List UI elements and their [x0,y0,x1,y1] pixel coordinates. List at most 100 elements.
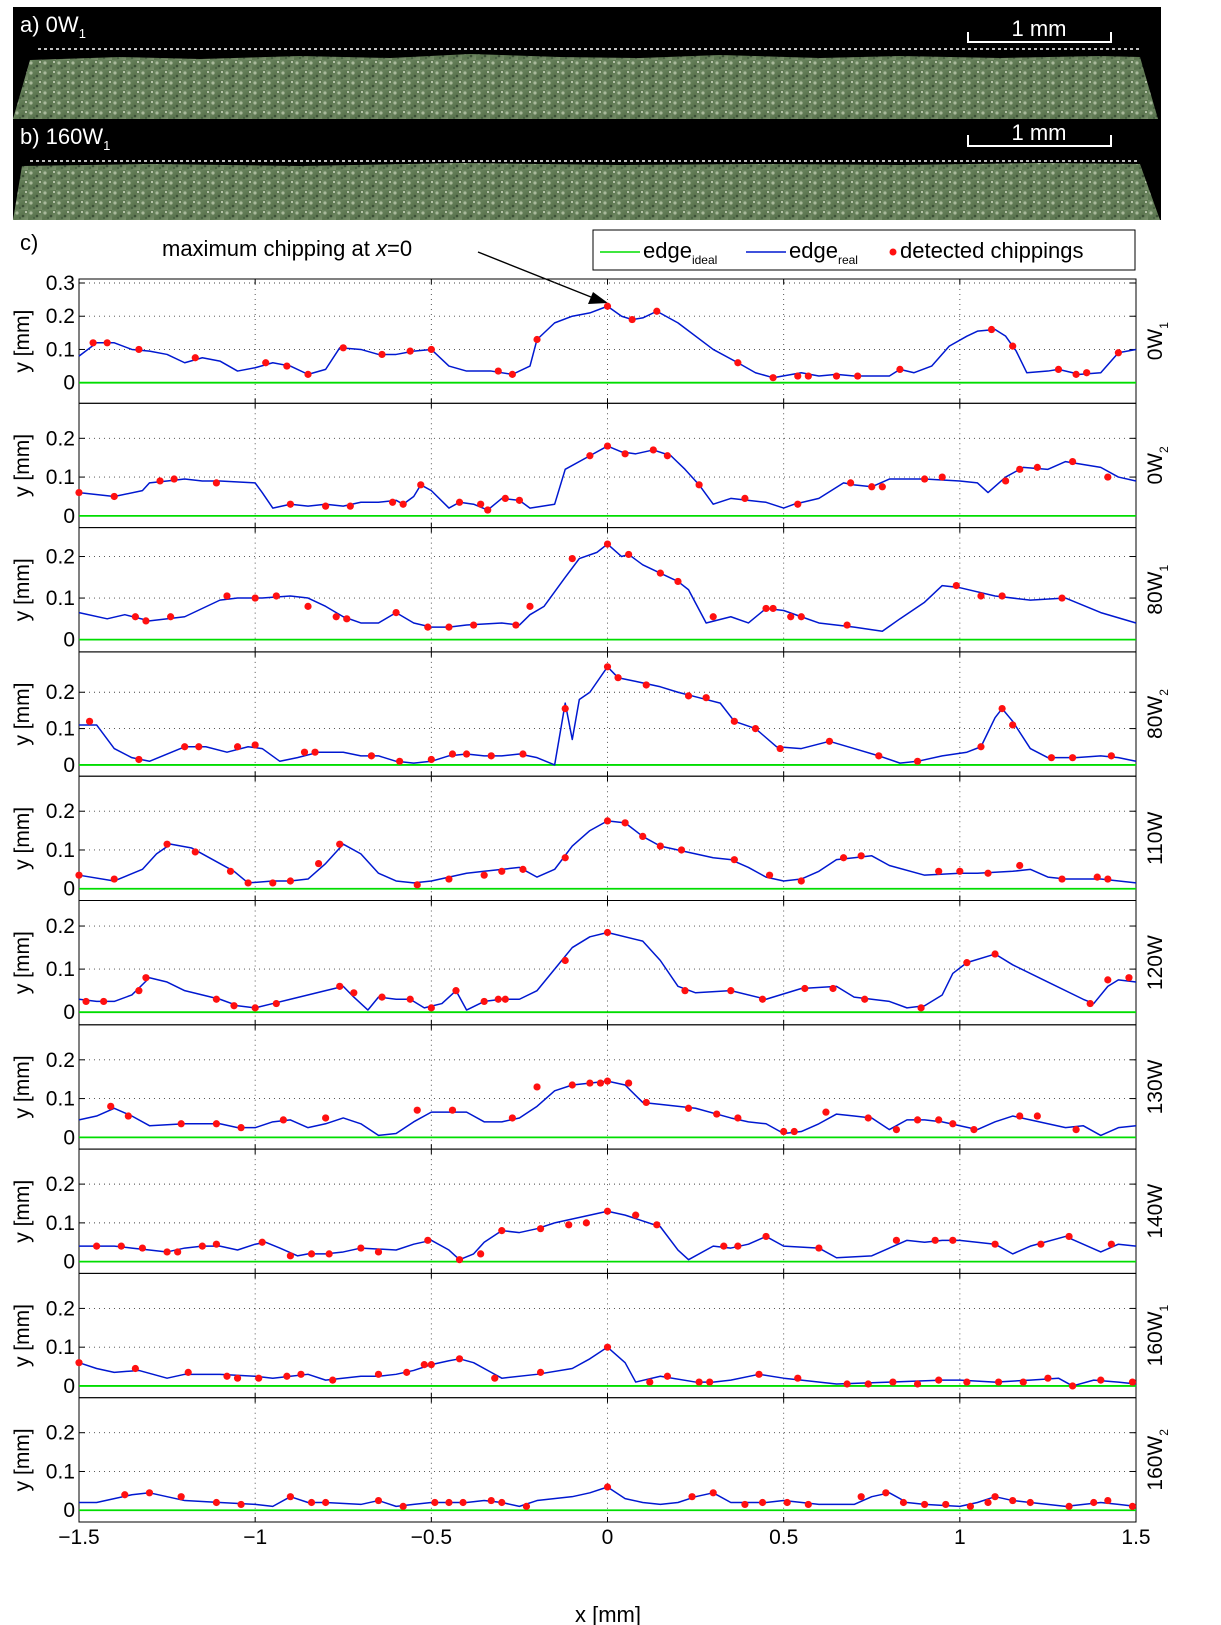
legend-marker-chipping [889,248,897,256]
chipping-point [656,842,664,850]
panel-row-label: 120W [1144,935,1167,990]
chipping-point [991,950,999,958]
chipping-point [103,339,111,347]
row-label-main: 160W [1144,1311,1167,1366]
chipping-point [646,1378,654,1386]
chipping-point [93,1242,101,1250]
chipping-point [1093,873,1101,881]
chipping-point [653,307,661,315]
chipping-point [455,1355,464,1363]
chipping-point [272,592,280,600]
chipping-point [1065,1502,1073,1510]
row-label-sub: 1 [1157,1304,1171,1311]
chipping-point [314,859,323,868]
chipping-point [420,1361,428,1369]
chipping-point [632,1211,640,1219]
chipping-point [307,1498,316,1507]
chipping-point [1033,463,1041,471]
chipping-point [751,724,760,733]
chipping-point [322,1114,330,1122]
annotation-text: maximum chipping at x=0 [162,236,412,261]
chipping-point [269,879,277,887]
chipping-point [459,1498,467,1507]
chipping-point [1065,1232,1073,1241]
chipping-point [1104,473,1112,481]
chipping-point [769,604,777,613]
chipping-point [237,1500,245,1509]
chipping-point [427,755,435,764]
chipping-point [991,1493,999,1501]
edge-real-line [79,1210,1137,1261]
chipping-point [674,577,682,586]
chipping-point [300,748,309,756]
chipping-point [561,956,569,965]
chipping-point [501,995,509,1003]
chipping-point [843,1380,851,1388]
row-label-sub: 2 [1157,689,1171,696]
y-axis-label: y [mm] [11,931,34,994]
row-label-main: 130W [1144,1059,1167,1114]
panel-row-label: 0W2 [1144,446,1171,485]
chipping-point [322,1498,330,1507]
chipping-point [963,959,971,967]
chipping-point [758,1498,767,1507]
y-tick-label: 0 [63,878,75,901]
scale-bar-label: 1 mm [1012,16,1067,41]
chipping-point [603,442,612,450]
chipping-point [677,846,686,854]
chipping-point [100,997,108,1006]
chipping-point [709,1489,717,1497]
chipping-point [480,997,488,1006]
chipping-point [223,592,231,600]
chipping-point [526,602,534,610]
chipping-point [427,1361,435,1369]
chipping-point [790,1127,798,1136]
y-tick-label: 0.1 [46,1088,75,1111]
y-axis-label: y [mm] [11,807,34,870]
chipping-point [470,621,478,629]
rock-edge-photo [13,54,1158,119]
row-label-main: 80W [1144,571,1167,614]
chipping-point [603,1343,612,1351]
chipping-point [1072,1125,1080,1134]
chipping-point [487,1496,495,1505]
chipping-point [117,1242,125,1250]
chipping-point [455,1256,464,1264]
chipping-point [212,1120,221,1128]
chipping-point [695,481,703,489]
chipping-point [839,854,848,862]
edge-real-line [78,820,1137,884]
panel-row-label: 0W1 [1144,322,1171,361]
chipping-point [1058,875,1066,883]
chipping-point [131,1364,139,1373]
chipping-point [477,1250,485,1258]
chipping-point [515,496,524,504]
y-tick-label: 0.2 [46,1049,75,1072]
panel-row-label: 140W [1144,1184,1167,1239]
chipping-point [1068,457,1077,466]
y-tick-label: 0.1 [46,1212,75,1235]
edge-real-line [78,445,1137,511]
chipping-point [251,741,259,749]
chipping-point [727,987,735,995]
chipping-point [508,1114,516,1122]
y-axis-label: y [mm] [11,434,34,497]
chipping-point [684,692,693,700]
chipping-point [445,1498,453,1507]
chipping-point [949,1120,957,1128]
chipping-point [709,613,717,621]
chipping-point [952,581,960,590]
y-tick-label: 0.2 [46,800,75,823]
chipping-point [494,367,502,375]
chipping-point [336,840,344,848]
chipping-point [825,737,834,745]
y-tick-label: 0.2 [46,1173,75,1196]
chipping-point [82,997,90,1006]
chipping-point [730,856,738,864]
chipping-point [1002,477,1010,485]
chipping-point [191,354,199,362]
chipping-point [174,1248,182,1256]
chipping-point [304,370,312,378]
